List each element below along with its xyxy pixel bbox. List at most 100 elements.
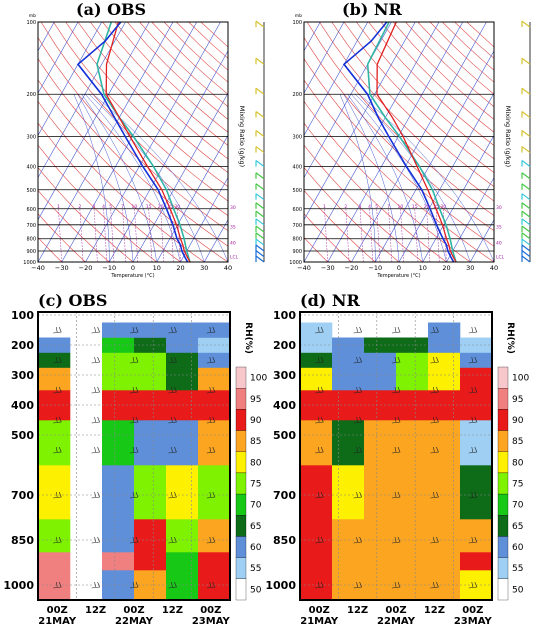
temperature-tick-label: −20	[79, 264, 93, 272]
rh-cell	[166, 519, 198, 552]
mixing-ratio-label: 30	[440, 204, 446, 210]
rh-cell	[460, 420, 492, 465]
pressure-tick-label: 200	[273, 339, 296, 352]
rh-cell	[134, 552, 166, 570]
mixing-ratio-label: 7	[121, 204, 124, 210]
plot-area	[0, 22, 550, 262]
mixing-ratio-label: 4	[368, 204, 371, 210]
wind-barb-shaft	[256, 160, 264, 166]
wind-barb	[256, 239, 264, 245]
rh-cell	[102, 552, 134, 570]
mixing-ratio-label: 3	[93, 204, 96, 210]
time-tick-label: 00Z	[309, 605, 330, 616]
wind-barb-shaft	[256, 194, 264, 200]
rh-cell	[166, 368, 198, 391]
rh-cell	[332, 420, 364, 465]
wind-barb	[256, 173, 264, 179]
wind-barb-shaft	[522, 21, 530, 27]
dry-adiabat	[406, 22, 550, 262]
temperature-tick-label: −10	[102, 264, 116, 272]
wind-barb	[256, 226, 264, 232]
wind-barb-shaft	[522, 256, 530, 262]
mixing-ratio-label: 5	[109, 204, 112, 210]
pressure-tick-label: 300	[26, 135, 36, 141]
colorbar-swatch	[498, 536, 508, 557]
rh-cell	[38, 368, 70, 391]
mixing-ratio-label: 4	[102, 204, 105, 210]
wind-barb-shaft	[256, 184, 264, 190]
dry-adiabat	[221, 22, 399, 262]
pressure-tick-label: 300	[273, 369, 296, 382]
colorbar-swatch	[236, 579, 246, 600]
dry-adiabat	[246, 22, 447, 262]
wind-barb	[256, 251, 264, 257]
wind-barb-shaft	[522, 211, 530, 217]
side-label: LCL	[230, 255, 239, 261]
rh-cell	[102, 465, 134, 519]
colorbar-tick-label: 70	[250, 501, 262, 511]
panel-title-b: (b) NR	[342, 0, 403, 19]
pressure-tick-label: 200	[292, 92, 302, 98]
wind-barb	[522, 211, 530, 217]
mixing-ratio-line	[324, 209, 327, 262]
pressure-tick-label: 100	[11, 309, 34, 322]
colorbar-tick-label: 75	[250, 480, 261, 490]
wind-barb	[256, 245, 264, 251]
wind-barb-shaft	[256, 131, 264, 137]
isotherm	[0, 22, 78, 262]
pressure-tick-label: 700	[26, 223, 36, 229]
rh-cell	[166, 323, 198, 338]
dry-adiabat	[307, 22, 550, 262]
colorbar-tick-label: 75	[512, 480, 523, 490]
pressure-tick-label: 700	[273, 489, 296, 502]
rh-cell	[102, 323, 134, 338]
wind-barb	[92, 387, 100, 393]
wind-barb	[392, 327, 400, 333]
colorbar-tick-label: 60	[512, 543, 524, 553]
dry-adiabat	[53, 22, 323, 262]
wind-barb	[522, 245, 530, 251]
colorbar-tick-label: 95	[512, 395, 523, 405]
colorbar-tick-label: 100	[250, 374, 267, 384]
time-tick-label: 00Z	[47, 605, 68, 616]
rh-cell	[38, 353, 70, 368]
pressure-tick-label: 900	[292, 249, 302, 255]
wind-barb-shaft	[522, 88, 530, 94]
pressure-tick-label: 400	[11, 399, 34, 412]
pressure-tick-label: 500	[273, 429, 296, 442]
mixing-ratio-label: 25	[433, 204, 439, 210]
wind-barb-shaft	[256, 203, 264, 209]
side-label: 40	[230, 241, 236, 247]
colorbar-swatch	[236, 515, 246, 536]
temperature-tick-label: 10	[419, 264, 427, 272]
colorbar-tick-label: 85	[250, 437, 261, 447]
pressure-tick-label: 100	[292, 20, 302, 26]
rh-cell	[300, 420, 332, 465]
wind-barb-shaft	[256, 58, 264, 64]
mixing-ratio-line	[58, 209, 61, 262]
temperature-tick-label: −10	[368, 264, 382, 272]
x-axis-label: Temperature (°C)	[110, 273, 154, 279]
temperature-tick-label: −40	[297, 264, 311, 272]
colorbar-tick-label: 95	[250, 395, 261, 405]
temperature-tick-label: −30	[55, 264, 69, 272]
rh-cell	[396, 353, 428, 368]
rh-cell	[428, 519, 460, 552]
wind-barb	[522, 131, 530, 137]
rh-cell	[460, 465, 492, 519]
rh-cell	[134, 465, 166, 519]
rh-cell	[396, 519, 428, 552]
colorbar-title: RH(%)	[505, 322, 515, 354]
wind-barb-shaft	[256, 245, 264, 251]
colorbar-swatch	[236, 452, 246, 473]
rh-cell	[364, 519, 396, 552]
pressure-tick-label: 600	[26, 207, 36, 213]
colorbar-swatch	[498, 494, 508, 515]
rh-cell	[300, 323, 332, 338]
rh-cell	[166, 420, 198, 465]
rh-cell	[102, 519, 134, 552]
colorbar-tick-label: 50	[250, 585, 262, 595]
rh-cell	[396, 465, 428, 519]
